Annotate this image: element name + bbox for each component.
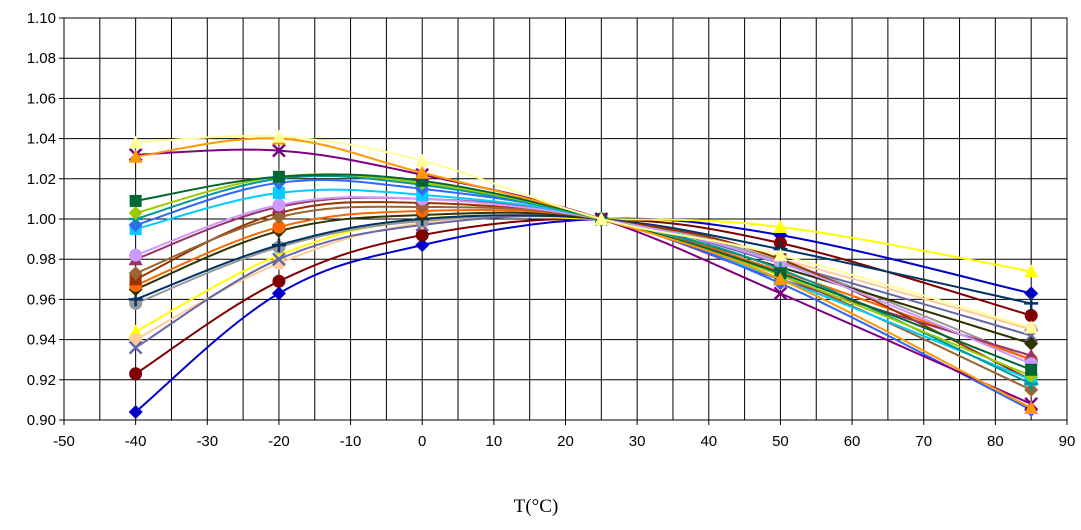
y-tick-label: 1.02 — [27, 171, 56, 188]
x-tick-label: -30 — [196, 433, 218, 450]
series-line — [135, 137, 1032, 409]
data-point — [272, 274, 286, 288]
series-18 — [129, 170, 1038, 376]
axes: 0.90 0.92 0.94 0.96 0.98 1.00 1.02 1.04 1.06 1.08… — [27, 10, 1076, 450]
data-point — [773, 248, 788, 262]
series-line — [135, 217, 1032, 413]
y-tick-label: 0.96 — [27, 291, 56, 308]
data-point — [271, 129, 286, 143]
series-line — [135, 214, 1032, 349]
x-tick-label: 80 — [987, 433, 1004, 450]
data-point — [271, 286, 286, 301]
series-line — [135, 217, 1032, 375]
y-tick-label: 1.00 — [27, 211, 56, 228]
x-tick-label: 40 — [700, 433, 717, 450]
series-2 — [129, 212, 1038, 381]
series-15 — [128, 175, 1039, 417]
data-point — [272, 252, 286, 267]
data-point — [1024, 286, 1039, 301]
y-tick-label: 0.98 — [27, 251, 56, 268]
data-point — [272, 198, 286, 212]
series-group — [128, 129, 1039, 419]
series-1 — [128, 212, 1039, 419]
series-16 — [128, 171, 1039, 391]
y-tick-label: 0.90 — [27, 412, 56, 429]
data-point — [773, 220, 788, 234]
grid-lines — [63, 17, 1068, 421]
series-line — [135, 214, 1032, 305]
data-point — [1024, 400, 1039, 414]
data-point — [1025, 363, 1038, 376]
data-point — [129, 194, 142, 207]
x-tick-label: 90 — [1059, 433, 1076, 450]
data-point — [415, 153, 430, 167]
x-tick-label: -10 — [340, 433, 362, 450]
data-point — [128, 149, 143, 163]
data-point — [1024, 320, 1039, 334]
x-tick-label: 70 — [915, 433, 932, 450]
data-point — [1024, 264, 1039, 278]
series-line — [135, 148, 1032, 405]
series-line — [135, 196, 1032, 365]
data-point — [271, 209, 286, 224]
x-tick-label: -50 — [53, 433, 75, 450]
x-axis-label: T(°C) — [514, 496, 559, 517]
x-tick-label: 20 — [557, 433, 574, 450]
series-line — [135, 173, 1032, 371]
data-point — [272, 186, 285, 199]
y-tick-label: 1.06 — [27, 90, 56, 107]
series-21 — [128, 129, 1039, 334]
x-tick-label: -40 — [125, 433, 147, 450]
data-point — [129, 367, 143, 381]
x-tick-label: 50 — [772, 433, 789, 450]
series-20 — [128, 131, 1039, 414]
data-point — [272, 143, 286, 158]
data-point — [128, 404, 143, 419]
y-tick-label: 1.04 — [27, 131, 56, 148]
data-point — [415, 228, 429, 242]
x-tick-label: 0 — [418, 433, 426, 450]
data-point — [773, 286, 788, 301]
data-point — [271, 238, 286, 253]
data-point — [129, 248, 143, 262]
data-point — [415, 238, 430, 253]
series-line — [135, 196, 1032, 357]
data-point — [773, 272, 788, 286]
x-tick-label: 30 — [629, 433, 646, 450]
series-line — [135, 188, 1032, 381]
data-point — [272, 170, 285, 183]
y-tick-label: 0.92 — [27, 372, 56, 389]
data-point — [1024, 308, 1038, 322]
data-point — [594, 212, 609, 225]
data-point — [128, 266, 143, 281]
data-point — [272, 220, 286, 234]
data-point — [1024, 336, 1039, 351]
series-line — [135, 205, 1032, 391]
data-point — [415, 165, 430, 179]
data-point — [1024, 296, 1039, 311]
data-point — [128, 340, 143, 355]
x-tick-label: 60 — [844, 433, 861, 450]
series-line — [135, 211, 1032, 345]
data-point — [128, 135, 143, 149]
y-tick-label: 1.10 — [27, 10, 56, 27]
data-point — [128, 205, 143, 220]
x-tick-label: -20 — [268, 433, 290, 450]
y-tick-label: 0.94 — [27, 332, 56, 349]
x-tick-label: 10 — [486, 433, 503, 450]
y-tick-label: 1.08 — [27, 50, 56, 67]
